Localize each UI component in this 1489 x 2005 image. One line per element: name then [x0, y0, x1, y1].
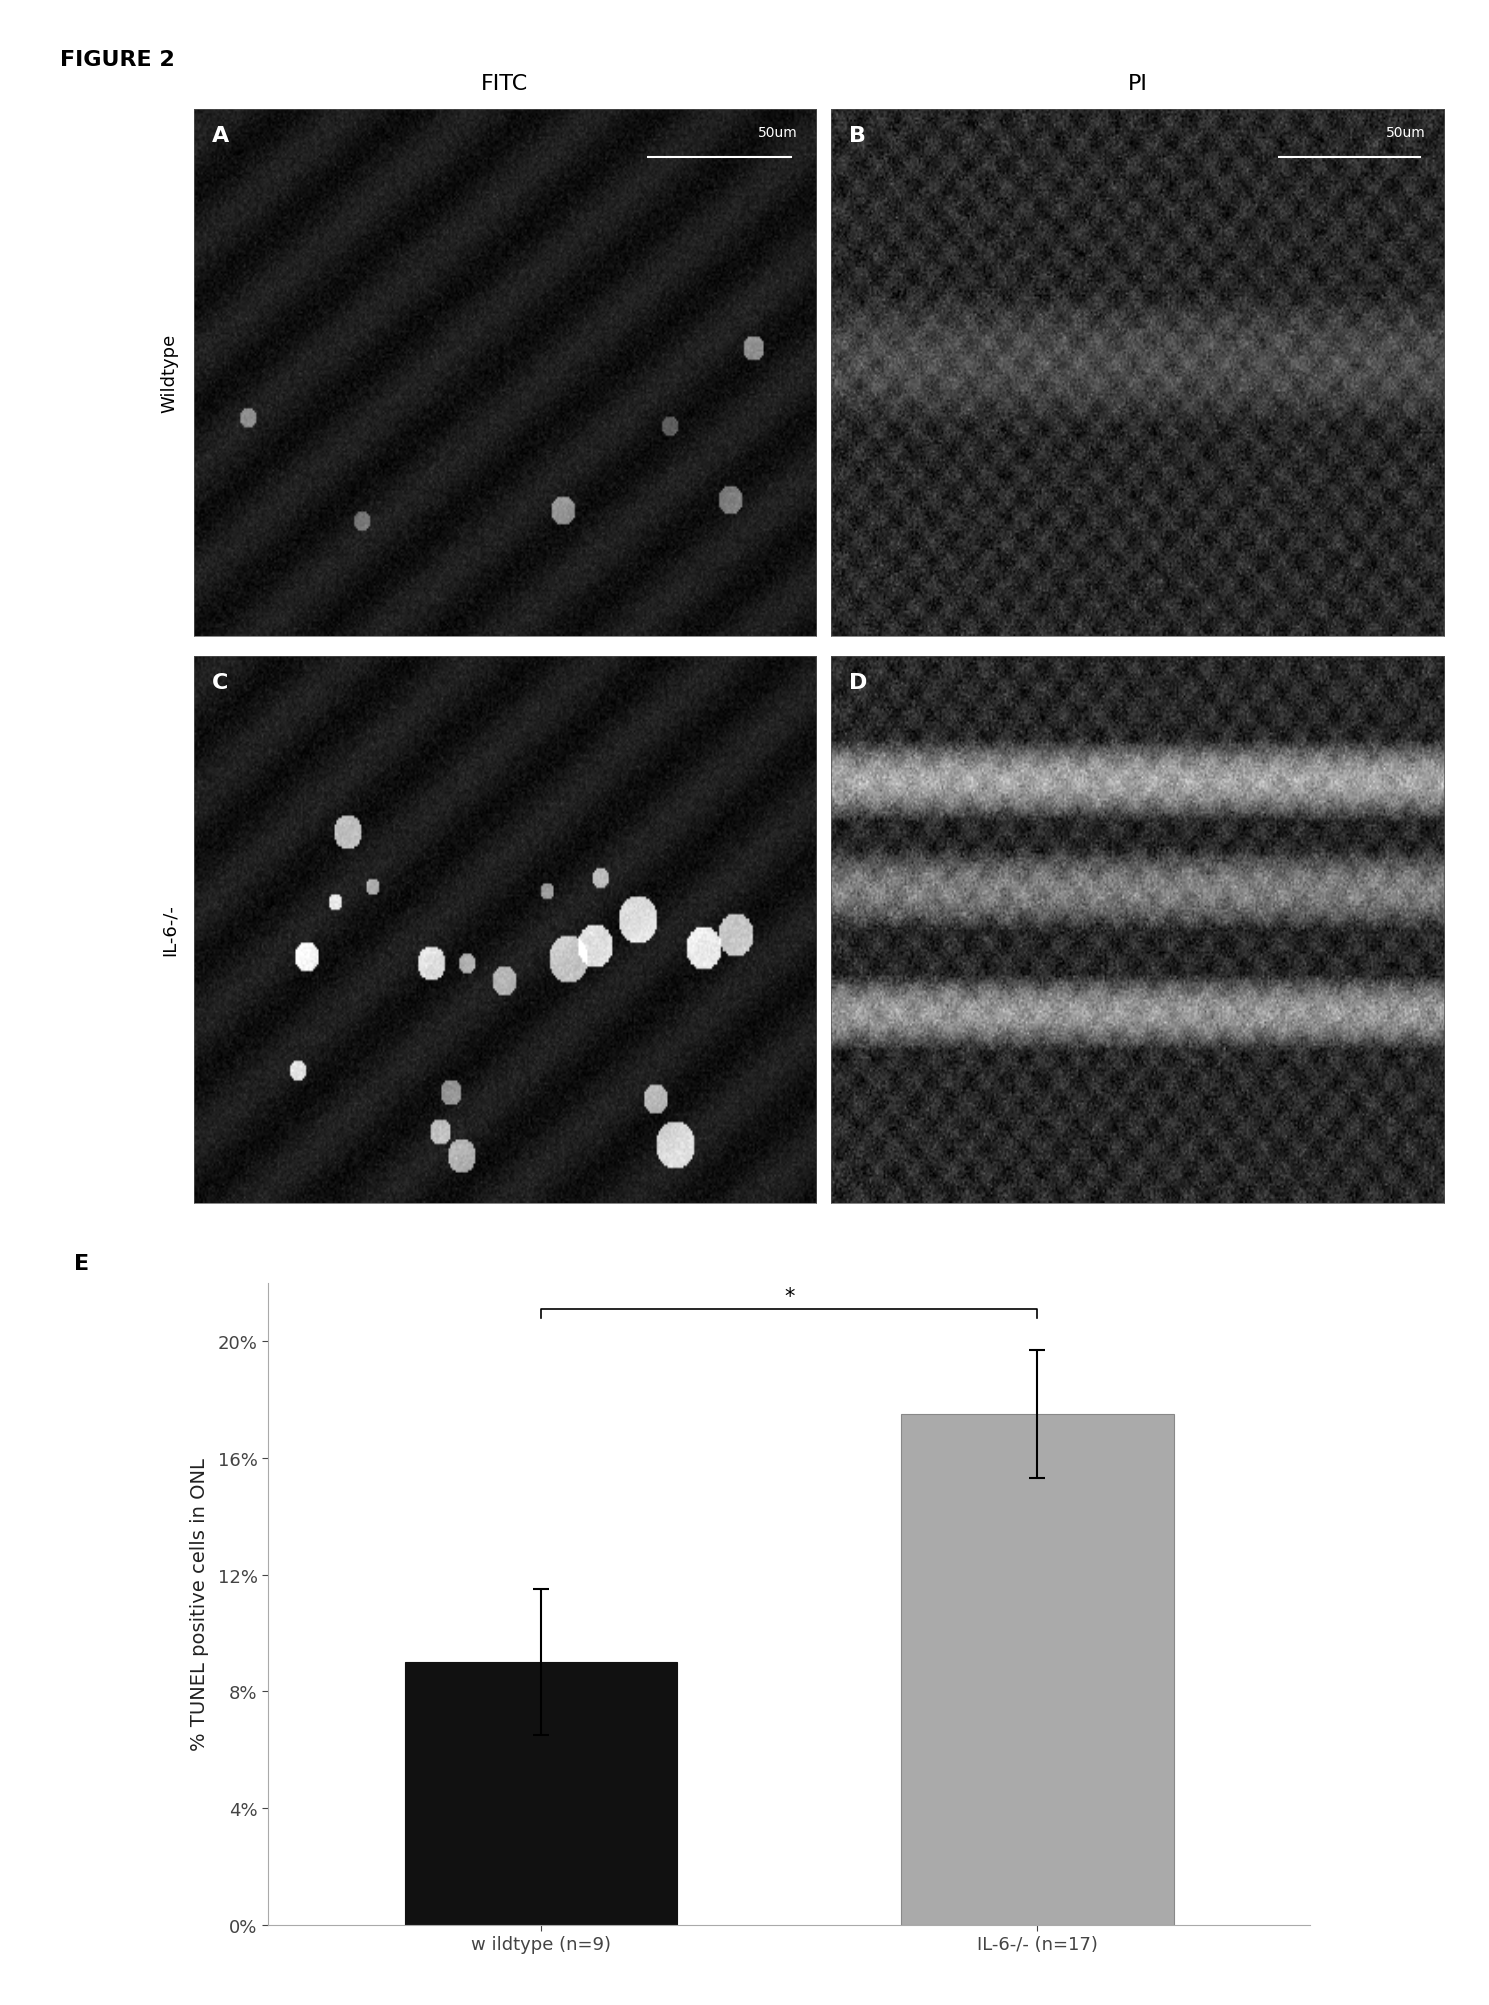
Text: IL-6-/-: IL-6-/- [161, 904, 179, 956]
Text: C: C [213, 674, 229, 694]
Text: E: E [74, 1253, 89, 1273]
Text: FIGURE 2: FIGURE 2 [60, 50, 174, 70]
Bar [405, 1662, 677, 1925]
Text: PI: PI [1127, 74, 1148, 94]
Text: A: A [213, 126, 229, 146]
Text: *: * [785, 1287, 794, 1307]
Text: Wildtype: Wildtype [161, 333, 179, 413]
Text: 50um: 50um [1386, 126, 1426, 140]
Text: D: D [849, 674, 868, 694]
Y-axis label: % TUNEL positive cells in ONL: % TUNEL positive cells in ONL [191, 1458, 210, 1750]
Text: 50um: 50um [758, 126, 797, 140]
Text: FITC: FITC [481, 74, 529, 94]
Bar [901, 1414, 1173, 1925]
Text: B: B [849, 126, 867, 146]
